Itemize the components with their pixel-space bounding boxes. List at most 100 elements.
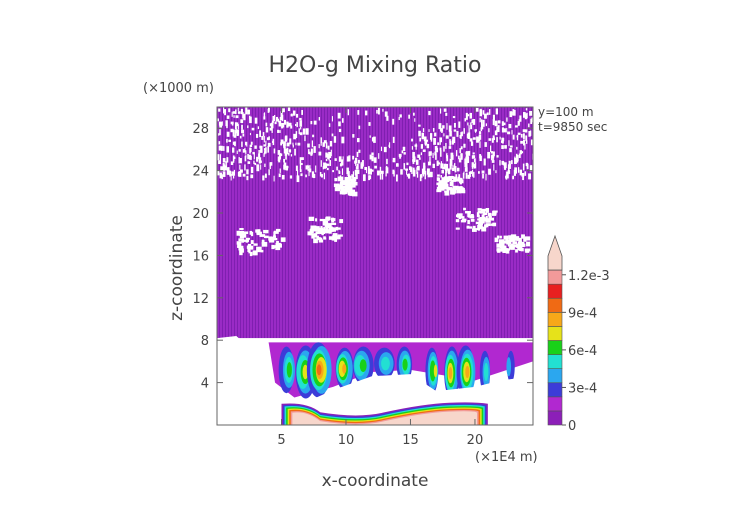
dry-streak bbox=[475, 162, 477, 169]
dry-streak bbox=[286, 121, 289, 128]
dry-patch bbox=[263, 229, 269, 234]
dry-streak bbox=[383, 146, 387, 153]
dry-streak bbox=[258, 149, 260, 154]
dry-streak bbox=[468, 128, 470, 134]
dry-streak bbox=[273, 175, 275, 182]
dry-patch bbox=[278, 243, 282, 248]
dry-streak bbox=[531, 117, 533, 123]
dry-streak bbox=[452, 165, 454, 170]
dry-streak bbox=[479, 109, 482, 117]
dry-streak bbox=[499, 160, 501, 166]
dry-streak bbox=[463, 143, 466, 148]
dry-streak bbox=[501, 127, 505, 133]
dry-patch bbox=[515, 249, 518, 253]
dry-streak bbox=[352, 134, 355, 138]
dry-streak bbox=[482, 173, 484, 179]
dry-streak bbox=[500, 140, 503, 143]
dry-streak bbox=[238, 149, 241, 152]
dry-streak bbox=[402, 146, 406, 151]
dry-patch bbox=[348, 178, 351, 182]
dry-streak bbox=[459, 135, 461, 139]
dry-streak bbox=[360, 163, 364, 169]
dry-patch bbox=[324, 223, 330, 228]
y-axis-label: z-coordinate bbox=[167, 215, 187, 321]
dry-streak bbox=[491, 138, 494, 143]
colorbar-swatch bbox=[547, 396, 563, 412]
dry-streak bbox=[516, 154, 519, 162]
dry-streak bbox=[467, 132, 471, 139]
dry-streak bbox=[299, 169, 302, 173]
dry-streak bbox=[517, 167, 520, 173]
dry-streak bbox=[224, 165, 227, 171]
dry-streak bbox=[318, 151, 322, 156]
dry-streak bbox=[497, 125, 500, 133]
dry-streak bbox=[255, 133, 259, 138]
dry-streak bbox=[386, 167, 389, 174]
dry-streak bbox=[512, 134, 515, 140]
dry-patch bbox=[330, 222, 337, 226]
dry-patch bbox=[436, 177, 440, 182]
colorbar-label: 3e-4 bbox=[568, 381, 597, 396]
dry-streak bbox=[471, 169, 473, 177]
dry-patch bbox=[481, 214, 485, 218]
dry-patch bbox=[470, 218, 475, 222]
moist-cell bbox=[433, 364, 438, 378]
dry-streak bbox=[354, 169, 358, 176]
dry-streak bbox=[292, 144, 294, 148]
dry-streak bbox=[423, 165, 426, 173]
dry-streak bbox=[421, 174, 423, 178]
dry-streak bbox=[277, 129, 280, 133]
dry-patch bbox=[308, 216, 315, 221]
dry-streak bbox=[251, 127, 255, 131]
dry-streak bbox=[250, 148, 252, 152]
dry-patch bbox=[273, 231, 276, 237]
dry-streak bbox=[446, 152, 448, 157]
y-tick-label: 28 bbox=[192, 122, 209, 137]
dry-streak bbox=[258, 157, 262, 164]
dry-patch bbox=[444, 176, 449, 181]
dry-streak bbox=[292, 142, 294, 146]
dry-patch bbox=[436, 186, 440, 192]
colorbar: 0 3e-4 6e-4 9e-4 1.2e-3 bbox=[547, 234, 610, 434]
dry-streak bbox=[228, 139, 231, 142]
dry-streak bbox=[239, 135, 242, 139]
dry-streak bbox=[447, 168, 451, 175]
dry-streak bbox=[300, 163, 303, 166]
dry-streak bbox=[362, 160, 364, 167]
dry-patch bbox=[325, 216, 331, 221]
dry-streak bbox=[473, 158, 476, 163]
dry-patch bbox=[444, 190, 450, 196]
dry-streak bbox=[275, 116, 279, 122]
dry-streak bbox=[373, 157, 377, 163]
dry-patch bbox=[497, 248, 501, 252]
dry-streak bbox=[358, 149, 361, 153]
dry-streak bbox=[269, 165, 271, 170]
dry-patch bbox=[253, 243, 258, 246]
dry-streak bbox=[331, 133, 334, 137]
moist-cell bbox=[286, 362, 292, 378]
dry-patch bbox=[347, 190, 351, 196]
dry-patch bbox=[249, 251, 253, 257]
dry-patch bbox=[237, 242, 240, 247]
colorbar-swatch bbox=[547, 234, 563, 271]
dry-patch bbox=[478, 223, 483, 227]
dry-patch bbox=[469, 215, 475, 219]
dry-streak bbox=[256, 156, 259, 162]
dry-streak bbox=[245, 151, 247, 155]
dry-streak bbox=[432, 127, 435, 132]
dry-streak bbox=[313, 120, 317, 125]
dry-streak bbox=[264, 173, 267, 178]
dry-streak bbox=[368, 122, 371, 126]
dry-streak bbox=[371, 137, 374, 142]
dry-streak bbox=[514, 167, 517, 174]
dry-patch bbox=[496, 235, 500, 239]
dry-patch bbox=[319, 218, 326, 222]
dry-streak bbox=[304, 135, 306, 142]
dry-streak bbox=[342, 117, 344, 121]
dry-patch bbox=[350, 189, 356, 193]
dry-patch bbox=[250, 245, 254, 250]
dry-streak bbox=[280, 142, 283, 146]
dry-patch bbox=[477, 218, 482, 221]
dry-streak bbox=[399, 154, 402, 159]
dry-patch bbox=[518, 241, 525, 245]
